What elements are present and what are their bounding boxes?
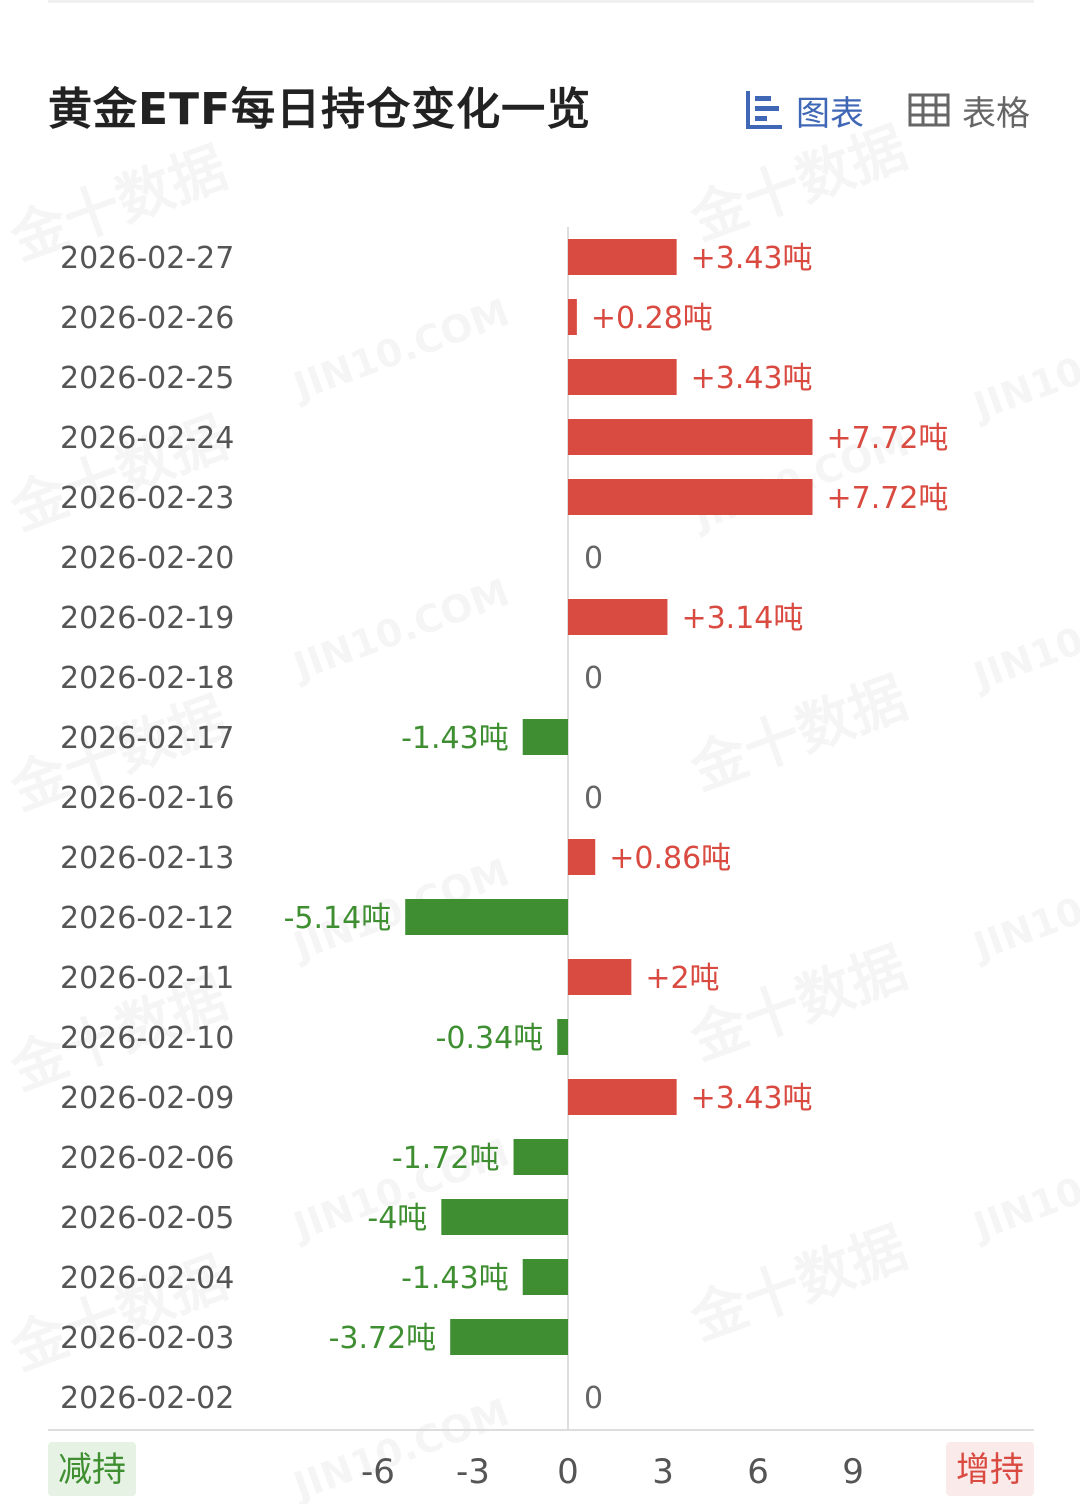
x-tick-label: -3 xyxy=(456,1452,490,1492)
data-label: -5.14吨 xyxy=(284,901,392,936)
data-label: +3.43吨 xyxy=(691,241,813,276)
data-label: +3.43吨 xyxy=(691,1081,813,1116)
page-title: 黄金ETF每日持仓变化一览 xyxy=(48,84,592,135)
tab-table-label: 表格 xyxy=(962,93,1030,134)
category-label: 2026-02-25 xyxy=(60,361,234,396)
category-label: 2026-02-19 xyxy=(60,601,234,636)
table-grid-icon xyxy=(908,93,950,127)
data-label: 0 xyxy=(584,541,603,576)
bar-decrease xyxy=(405,899,568,935)
data-label: +7.72吨 xyxy=(826,421,948,456)
tab-chart-label: 图表 xyxy=(796,93,864,134)
bar-increase xyxy=(568,359,677,395)
watermark-text: JIN10.COM xyxy=(965,580,1080,699)
x-tick-label: -6 xyxy=(361,1452,395,1492)
bar-decrease xyxy=(441,1199,568,1235)
bar-increase xyxy=(568,599,668,635)
bar-decrease xyxy=(513,1139,568,1175)
watermark-text: 金十数据 xyxy=(682,935,916,1073)
category-label: 2026-02-06 xyxy=(60,1141,234,1176)
decrease-axis-label: 减持 xyxy=(58,1450,126,1490)
data-label: 0 xyxy=(584,781,603,816)
category-label: 2026-02-27 xyxy=(60,241,234,276)
category-label: 2026-02-18 xyxy=(60,661,234,696)
decrease-badge xyxy=(48,1442,136,1496)
watermark-text: 金十数据 xyxy=(682,1215,916,1353)
x-tick-label: 9 xyxy=(842,1452,864,1492)
data-label: 0 xyxy=(584,1381,603,1416)
x-tick-label: 0 xyxy=(557,1452,579,1492)
category-label: 2026-02-11 xyxy=(60,961,234,996)
category-label: 2026-02-12 xyxy=(60,901,234,936)
category-label: 2026-02-02 xyxy=(60,1381,234,1416)
watermark-text: JIN10.COM xyxy=(965,1130,1080,1249)
bar-chart-icon xyxy=(744,89,784,131)
bar-decrease xyxy=(522,1259,568,1295)
bar-increase xyxy=(568,479,813,515)
category-label: 2026-02-16 xyxy=(60,781,234,816)
increase-badge xyxy=(946,1442,1034,1496)
watermark-text: JIN10.COM xyxy=(965,310,1080,429)
category-label: 2026-02-03 xyxy=(60,1321,234,1356)
category-label: 2026-02-05 xyxy=(60,1201,234,1236)
bar-increase xyxy=(568,239,677,275)
data-label: +3.14吨 xyxy=(681,601,803,636)
category-label: 2026-02-24 xyxy=(60,421,234,456)
data-label: +2吨 xyxy=(645,961,719,996)
x-tick-label: 6 xyxy=(747,1452,769,1492)
data-label: -0.34吨 xyxy=(436,1021,544,1056)
increase-axis-label: 增持 xyxy=(956,1450,1024,1490)
watermark-text: 金十数据 xyxy=(682,115,916,253)
category-label: 2026-02-26 xyxy=(60,301,234,336)
category-label: 2026-02-10 xyxy=(60,1021,234,1056)
data-label: +0.28吨 xyxy=(591,301,713,336)
data-label: 0 xyxy=(584,661,603,696)
category-label: 2026-02-20 xyxy=(60,541,234,576)
data-label: +7.72吨 xyxy=(826,481,948,516)
category-label: 2026-02-13 xyxy=(60,841,234,876)
chart-header: 黄金ETF每日持仓变化一览 图表 表格 xyxy=(48,78,1034,142)
bar-decrease xyxy=(450,1319,568,1355)
data-label: -1.72吨 xyxy=(392,1141,500,1176)
watermark-text: JIN10.COM xyxy=(285,570,515,689)
data-label: -4吨 xyxy=(367,1201,427,1236)
bar-decrease xyxy=(557,1019,568,1055)
watermark-text: JIN10.COM xyxy=(285,290,515,409)
watermark-text: 金十数据 xyxy=(682,665,916,803)
bar-increase xyxy=(568,299,577,335)
data-label: -3.72吨 xyxy=(329,1321,437,1356)
data-label: +0.86吨 xyxy=(609,841,731,876)
category-label: 2026-02-17 xyxy=(60,721,234,756)
data-label: +3.43吨 xyxy=(691,361,813,396)
bar-increase xyxy=(568,959,632,995)
bar-increase xyxy=(568,1079,677,1115)
bar-increase xyxy=(568,419,813,455)
bar-increase xyxy=(568,839,596,875)
category-label: 2026-02-04 xyxy=(60,1261,234,1296)
watermark-text: JIN10.COM xyxy=(965,850,1080,969)
category-label: 2026-02-09 xyxy=(60,1081,234,1116)
top-divider xyxy=(48,0,1034,3)
bar-decrease xyxy=(522,719,568,755)
category-label: 2026-02-23 xyxy=(60,481,234,516)
data-label: -1.43吨 xyxy=(401,1261,509,1296)
x-tick-label: 3 xyxy=(652,1452,674,1492)
data-label: -1.43吨 xyxy=(401,721,509,756)
tab-table[interactable]: 表格 xyxy=(908,78,1030,142)
tab-chart[interactable]: 图表 xyxy=(744,78,864,142)
